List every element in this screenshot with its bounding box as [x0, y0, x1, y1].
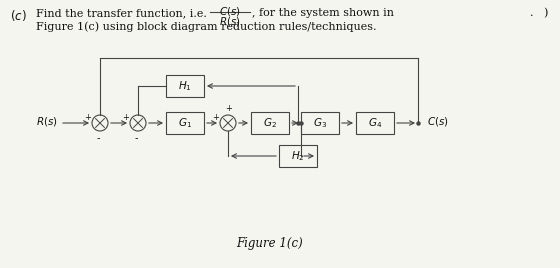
Text: $H_2$: $H_2$	[291, 149, 305, 163]
Text: +: +	[226, 104, 232, 113]
Text: $C(s)$: $C(s)$	[219, 5, 241, 18]
Text: -: -	[134, 133, 138, 143]
Text: $(c)$: $(c)$	[10, 8, 27, 23]
Text: $C(s)$: $C(s)$	[427, 116, 449, 128]
Text: Find the transfer function, i.e.: Find the transfer function, i.e.	[36, 8, 207, 18]
Text: $G_2$: $G_2$	[263, 116, 277, 130]
Text: +: +	[212, 114, 219, 122]
Bar	[166, 75, 204, 97]
Bar	[356, 112, 394, 134]
Bar	[279, 145, 317, 167]
Bar	[166, 112, 204, 134]
Text: $R(s)$: $R(s)$	[36, 116, 58, 128]
Text: .   ): . )	[530, 8, 548, 18]
Text: +: +	[84, 114, 91, 122]
Text: $G_3$: $G_3$	[313, 116, 327, 130]
Text: , for the system shown in: , for the system shown in	[252, 8, 394, 18]
Text: $H_1$: $H_1$	[178, 79, 192, 93]
Text: +: +	[122, 114, 129, 122]
Text: -: -	[96, 133, 100, 143]
Text: Figure 1(c): Figure 1(c)	[237, 237, 304, 250]
Text: $G_1$: $G_1$	[178, 116, 192, 130]
Bar	[251, 112, 289, 134]
Bar	[301, 112, 339, 134]
Text: $R(s)$: $R(s)$	[219, 15, 241, 28]
Text: $G_4$: $G_4$	[368, 116, 382, 130]
Text: Figure 1(c) using block diagram reduction rules/techniques.: Figure 1(c) using block diagram reductio…	[36, 21, 376, 32]
